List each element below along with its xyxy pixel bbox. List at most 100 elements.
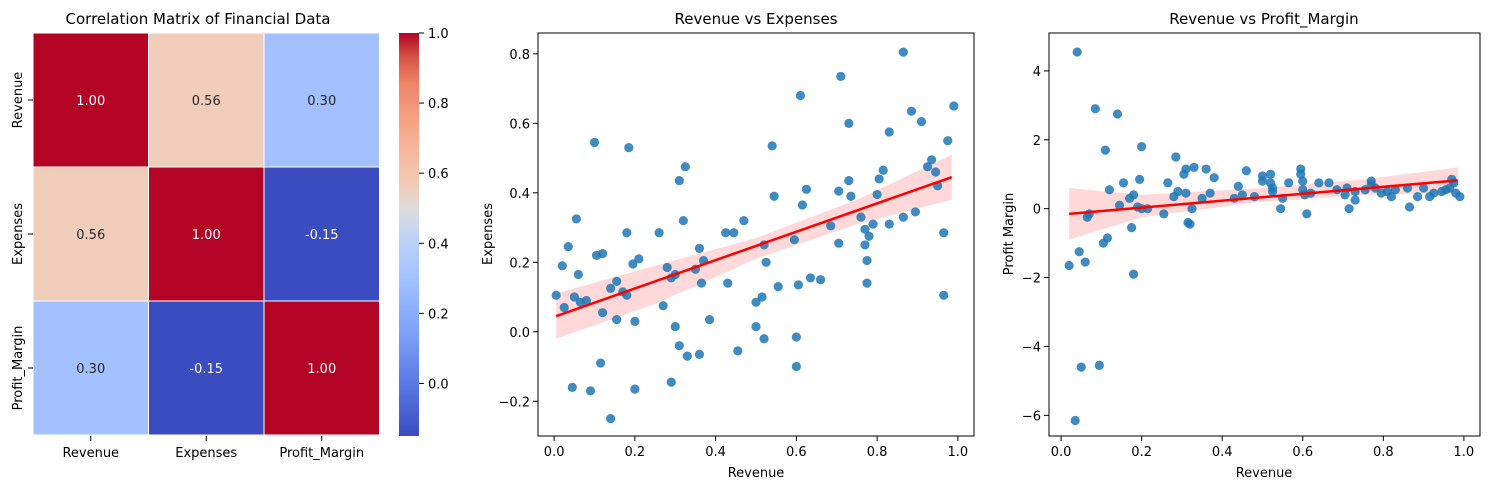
data-point (551, 290, 561, 300)
data-point (1197, 193, 1207, 203)
data-point (878, 165, 888, 175)
data-point (826, 221, 836, 231)
heatmap-cell (32, 32, 149, 168)
data-point (789, 235, 799, 245)
heatmap-cell-value: -0.15 (305, 228, 339, 243)
data-point (1064, 260, 1074, 271)
data-point (860, 224, 870, 234)
data-point (949, 101, 959, 111)
colorbar-tick-label: 0.8 (428, 97, 449, 112)
data-point (1104, 185, 1115, 195)
colorbar-tick-label: 0.4 (428, 237, 449, 252)
data-point (674, 341, 684, 351)
data-point (759, 334, 769, 344)
y-tick-label: 0.4 (509, 187, 530, 202)
data-point (1163, 178, 1173, 188)
data-point (906, 106, 917, 116)
scatter2-ylabel: Profit Margin (1002, 193, 1017, 275)
data-point (729, 228, 739, 238)
axes-frame (1048, 32, 1481, 437)
colorbar-tick-label: 0.6 (428, 167, 449, 182)
data-point (589, 137, 600, 148)
data-point (1419, 183, 1429, 193)
x-tick-label: 0.2 (1131, 445, 1152, 460)
colorbar-tick-label: 0.2 (428, 307, 449, 322)
heatmap-cell (148, 300, 265, 436)
heatmap-panel: Correlation Matrix of Financial Data 1.0… (11, 10, 449, 461)
x-tick-label: 0.0 (544, 445, 565, 460)
data-point (1070, 415, 1080, 426)
data-point (606, 283, 616, 293)
heatmap-cells: 1.00 0.56 0.30 0.56 1.00 -0.15 0.30 -0.15 1.00 (32, 32, 380, 436)
x-tick-label: 0.6 (1292, 445, 1313, 460)
colorbar-tick-label: 1.0 (428, 27, 449, 42)
data-point (733, 346, 743, 356)
data-point (658, 301, 668, 311)
heatmap-row-label: Revenue (11, 72, 26, 129)
x-tick-label: 0.4 (705, 445, 726, 460)
data-point (595, 358, 606, 368)
data-point (856, 212, 866, 222)
scatter1-title: Revenue vs Expenses (674, 10, 837, 28)
data-point (769, 191, 779, 201)
heatmap-cell-value: 0.56 (192, 94, 221, 109)
data-point (739, 216, 749, 226)
data-point (1100, 145, 1110, 155)
data-point (1128, 269, 1139, 279)
y-tick-label: −6 (1022, 409, 1041, 424)
data-point (1276, 204, 1286, 214)
scatter2-plot: 0.0 0.2 0.4 0.6 0.8 1.0 −6 −4 −2 0 2 4 (1022, 32, 1481, 460)
data-point (557, 261, 567, 271)
data-point (797, 200, 808, 210)
x-tick-label: 0.8 (867, 445, 888, 460)
data-point (1118, 178, 1129, 188)
data-point (791, 361, 801, 372)
data-point (624, 143, 634, 153)
data-point (1090, 104, 1100, 114)
data-point (666, 377, 676, 387)
data-point (1209, 173, 1219, 183)
heatmap-cell (263, 300, 380, 436)
heatmap-cell (32, 300, 149, 436)
data-point (862, 278, 872, 288)
heatmap-cell-value: 1.00 (192, 228, 221, 243)
heatmap-cell-value: 0.30 (307, 94, 336, 109)
data-point (868, 219, 878, 229)
data-point (630, 316, 640, 326)
scatter-panel-expenses: Revenue vs Expenses 0.0 0.2 0.4 0.6 0.8 1.0 −0… (481, 10, 975, 481)
data-point (571, 214, 581, 224)
heatmap-cell-value: 0.56 (76, 228, 105, 243)
data-point (630, 384, 640, 394)
data-point (927, 155, 937, 165)
heatmap-row-labels: Revenue Expenses Profit_Margin (11, 72, 33, 410)
heatmap-cell-value: -0.15 (189, 362, 223, 377)
data-point (1074, 247, 1084, 257)
data-point (1350, 195, 1360, 205)
data-point (1102, 233, 1113, 243)
data-point (606, 414, 616, 424)
y-tick-label: 2 (1033, 134, 1041, 149)
heatmap-cell-value: 1.00 (307, 362, 336, 377)
data-point (773, 282, 783, 292)
data-point (1404, 202, 1415, 212)
y-tick-label: 0.6 (509, 117, 530, 132)
y-tick-label: 0.8 (509, 48, 530, 63)
data-point (1241, 166, 1251, 176)
data-point (767, 141, 777, 151)
data-point (793, 280, 803, 290)
data-point (622, 228, 632, 238)
data-point (563, 242, 573, 252)
x-tick-label: 1.0 (948, 445, 969, 460)
data-point (922, 162, 933, 172)
data-point (1233, 181, 1243, 191)
data-point (1189, 162, 1199, 172)
scatter1-xlabel: Revenue (728, 466, 785, 481)
data-point (1265, 169, 1276, 179)
x-tick-label: 0.0 (1051, 445, 1072, 460)
heatmap-column-label: Revenue (62, 446, 119, 461)
data-point (1135, 174, 1145, 184)
data-point (1072, 47, 1082, 57)
data-point (1173, 186, 1183, 197)
data-point (1344, 204, 1354, 214)
heatmap-cell-value: 1.00 (76, 94, 105, 109)
